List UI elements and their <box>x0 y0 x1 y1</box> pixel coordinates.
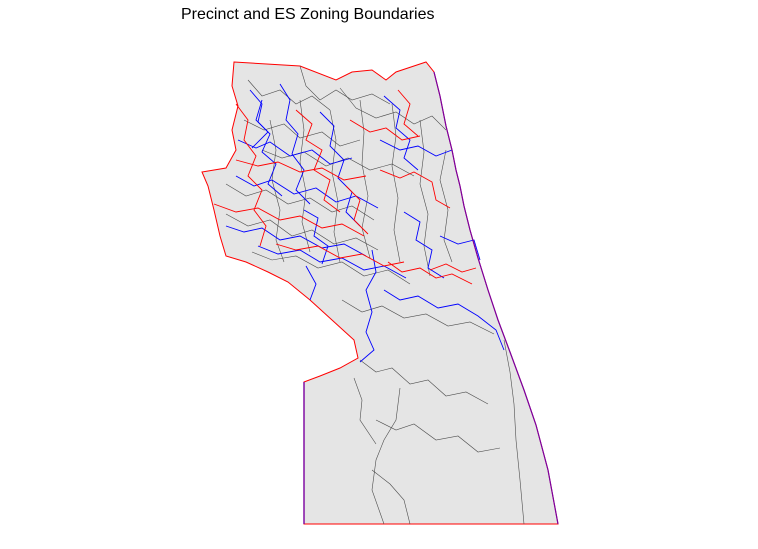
precinct-boundaries <box>225 65 525 525</box>
coastline-edge <box>433 71 559 525</box>
red-interior-boundaries <box>213 89 477 285</box>
map-title: Precinct and ES Zoning Boundaries <box>181 6 435 23</box>
county-outline <box>201 61 559 525</box>
